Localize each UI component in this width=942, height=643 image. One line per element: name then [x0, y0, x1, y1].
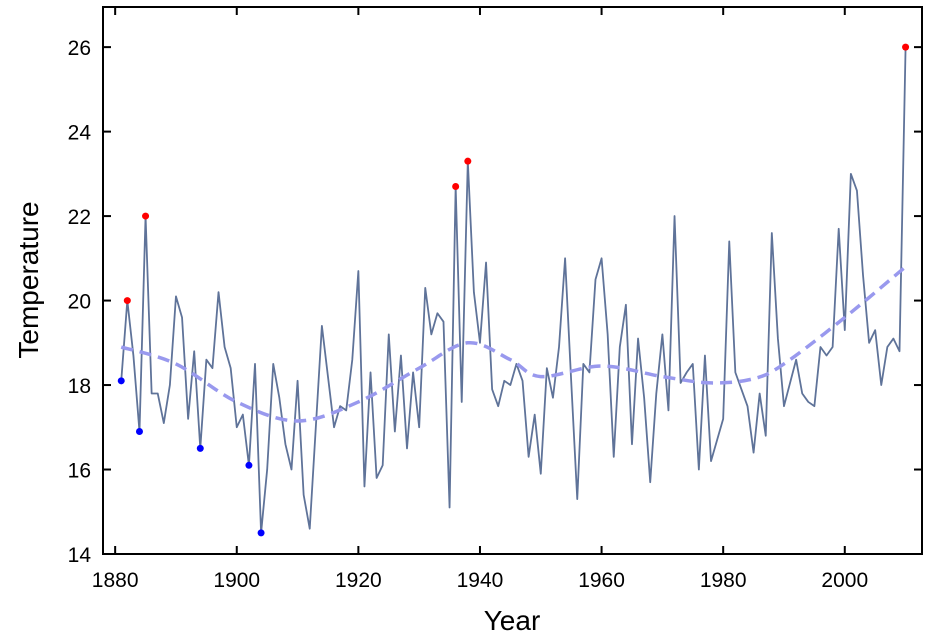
high-point: [464, 157, 472, 165]
high-point: [902, 43, 910, 51]
high-point: [452, 183, 460, 191]
x-axis-label: Year: [484, 605, 541, 636]
y-tick-label: 20: [68, 291, 91, 314]
y-tick-label: 18: [68, 375, 91, 398]
temperature-line: [120, 47, 907, 534]
x-tick-label: 1920: [335, 569, 382, 592]
low-point: [245, 461, 253, 469]
low-point: [196, 444, 204, 452]
plot-frame: [102, 6, 923, 555]
y-tick-label: 26: [68, 37, 91, 60]
y-tick-label: 16: [68, 460, 91, 483]
x-tick-label: 1940: [457, 569, 504, 592]
low-point: [135, 428, 143, 436]
y-tick-label: 24: [68, 122, 92, 145]
low-point: [117, 377, 125, 385]
x-tick-label: 1980: [700, 569, 747, 592]
x-tick-label: 1900: [213, 569, 260, 592]
x-tick-label: 2000: [821, 569, 868, 592]
trend-line: [120, 265, 907, 423]
high-point: [142, 212, 150, 220]
y-axis-label: Temperature: [13, 201, 44, 358]
high-point: [123, 297, 131, 305]
low-point: [257, 529, 265, 537]
y-tick-label: 22: [68, 206, 91, 229]
x-tick-label: 1960: [578, 569, 625, 592]
y-tick-label: 14: [68, 544, 92, 567]
x-tick-label: 1880: [92, 569, 139, 592]
